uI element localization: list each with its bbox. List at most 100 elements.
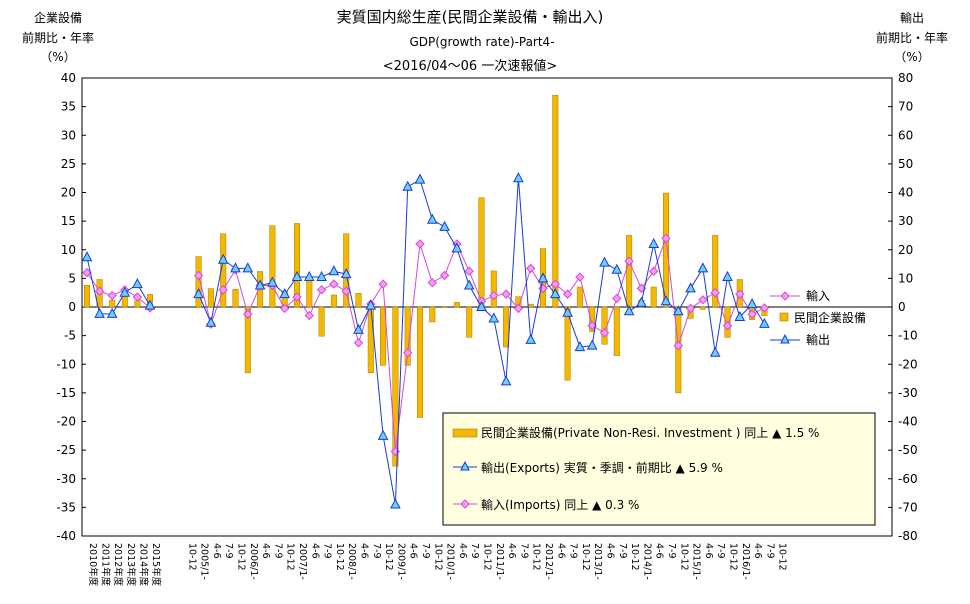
- x-label-annual: 2012年度: [112, 543, 124, 587]
- imports-point: [661, 233, 671, 244]
- exports-point: [340, 268, 352, 279]
- note-box: 民間企業設備(Private Non-Resi. Investment ) 同上…: [442, 412, 876, 526]
- x-label-annual: 2015年度: [150, 543, 162, 587]
- x-label-quarter: 2013/1-: [592, 543, 603, 580]
- exports-point: [303, 270, 315, 281]
- exports-point: [291, 270, 303, 281]
- left-tick-label: 0: [68, 300, 76, 314]
- right-tick-label: -30: [898, 386, 918, 400]
- exports-point: [648, 237, 660, 249]
- imports-point: [329, 279, 339, 289]
- right-tick-label: 40: [898, 186, 913, 200]
- x-label-quarter: 4-6: [752, 543, 763, 559]
- imports-point: [722, 320, 733, 331]
- exports-point: [328, 265, 340, 276]
- imports-point: [735, 289, 745, 299]
- imports-point: [292, 292, 302, 302]
- investment-bar: [503, 306, 510, 348]
- imports-point: [415, 239, 425, 249]
- right-tick-label: 0: [898, 300, 906, 314]
- investment-bar: [294, 223, 300, 308]
- investment-bar-annual: [84, 284, 90, 308]
- investment-bar: [527, 303, 534, 308]
- x-label-quarter: 7-9: [322, 543, 333, 559]
- investment-bar: [330, 294, 337, 308]
- imports-point: [698, 295, 708, 305]
- right-tick-label: 30: [898, 214, 913, 228]
- exports-point: [254, 279, 266, 290]
- exports-point: [193, 288, 204, 299]
- exports-point: [402, 180, 414, 191]
- exports-point: [672, 305, 684, 316]
- exports-point: [697, 262, 709, 273]
- x-label-quarter: 4-6: [309, 543, 320, 559]
- x-label-annual: 2013年度: [125, 543, 137, 587]
- exports-point: [537, 272, 549, 283]
- imports-point: [132, 292, 143, 302]
- investment-bar: [380, 306, 387, 366]
- x-label-quarter: 4-6: [506, 543, 517, 559]
- right-tick-label: -40: [898, 415, 918, 429]
- left-tick-label: -40: [56, 529, 76, 543]
- x-label-quarter: 4-6: [703, 543, 714, 559]
- left-tick-label: 30: [61, 128, 76, 142]
- exports-point: [574, 341, 586, 352]
- exports-point: [106, 307, 118, 318]
- x-label-quarter: 2008/1-: [346, 543, 357, 580]
- right-tick-label: 60: [898, 128, 913, 142]
- x-label-annual: 2014年度: [137, 543, 149, 587]
- exports-point: [205, 316, 217, 327]
- x-label-quarter: 10-12: [678, 543, 689, 571]
- imports-point: [685, 303, 696, 314]
- x-label-quarter: 4-6: [260, 543, 271, 559]
- exports-point: [623, 305, 635, 316]
- x-label-quarter: 4-6: [359, 543, 370, 559]
- right-tick-label: -70: [898, 500, 918, 514]
- x-label-quarter: 10-12: [432, 543, 443, 571]
- x-label-annual: 2010年度: [87, 543, 99, 587]
- note-exports-text: 輸出(Exports) 実質・季調・前期比 ▲ 5.9 %: [481, 460, 723, 475]
- imports-point: [710, 287, 720, 298]
- x-label-quarter: 2016/1-: [740, 543, 751, 580]
- exports-point: [217, 253, 229, 264]
- x-label-quarter: 10-12: [580, 543, 591, 571]
- x-label-quarter: 7-9: [666, 543, 677, 559]
- exports-point: [119, 286, 131, 297]
- imports-point: [243, 309, 253, 319]
- imports-point: [427, 277, 438, 288]
- x-label-quarter: 2015/1-: [691, 543, 702, 580]
- imports-point: [94, 286, 105, 296]
- exports-point: [132, 278, 143, 289]
- investment-bar: [601, 306, 608, 345]
- exports-point: [451, 242, 463, 253]
- x-label-quarter: 2012/1-: [543, 543, 554, 580]
- imports-point: [599, 328, 610, 338]
- imports-point: [218, 285, 228, 295]
- x-label-quarter: 10-12: [531, 543, 542, 571]
- investment-bar: [478, 197, 485, 308]
- exports-point: [759, 317, 770, 328]
- investment-bar: [576, 286, 583, 308]
- exports-point: [242, 262, 254, 273]
- legend-exports-marker: [780, 333, 790, 344]
- note-investment-text: 民間企業設備(Private Non-Resi. Investment ) 同上…: [481, 425, 819, 440]
- imports-point: [575, 272, 585, 282]
- imports-point: [747, 309, 757, 319]
- investment-bar: [552, 94, 559, 308]
- right-tick-label: -10: [898, 329, 918, 343]
- left-tick-label: 20: [61, 186, 76, 200]
- exports-point: [476, 300, 487, 311]
- exports-point: [746, 298, 758, 309]
- imports-point: [107, 290, 117, 301]
- legend: 輸入 民間企業設備 輸出: [770, 288, 866, 347]
- investment-bar: [269, 225, 276, 308]
- x-label-quarter: 7-9: [568, 543, 579, 559]
- x-label-quarter: 4-6: [211, 543, 222, 559]
- legend-exports-label: 輸出: [806, 332, 830, 347]
- investment-bar: [244, 306, 251, 374]
- exports-point: [230, 262, 241, 273]
- imports-point: [648, 266, 659, 276]
- imports-point: [304, 310, 315, 321]
- note-exports-marker: [460, 460, 470, 471]
